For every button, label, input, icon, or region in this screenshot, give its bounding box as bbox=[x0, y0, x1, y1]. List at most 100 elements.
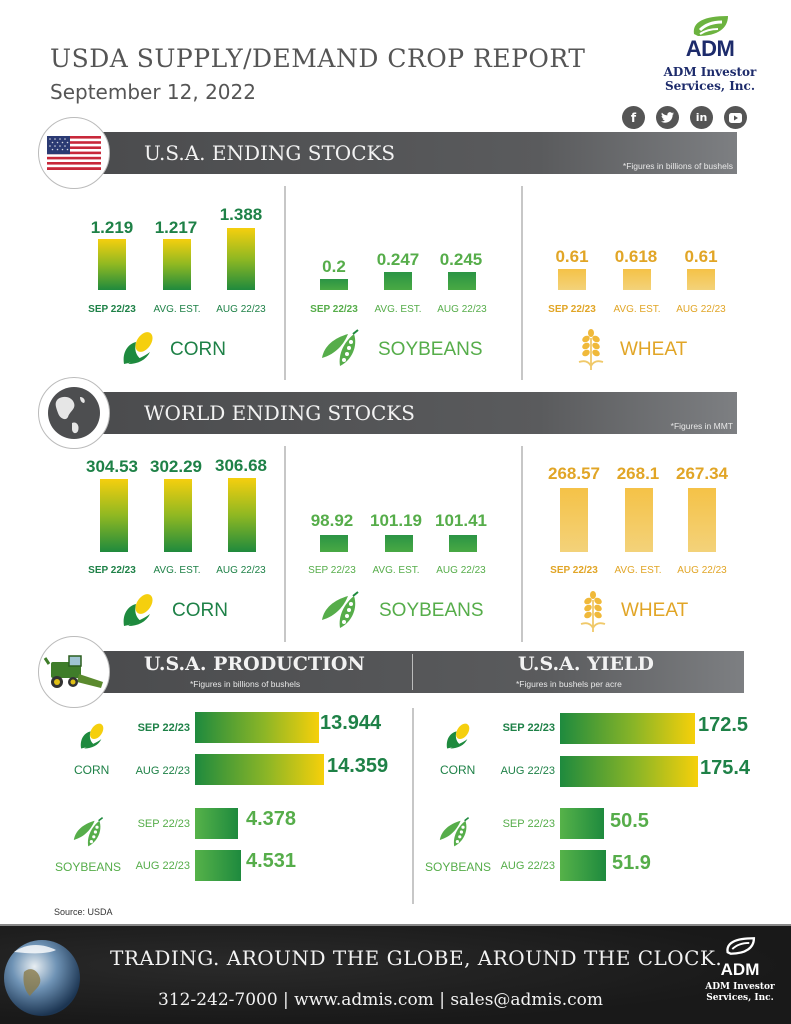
bar-value: 14.359 bbox=[327, 755, 389, 777]
bar-label: AVG. EST. bbox=[613, 304, 661, 315]
bar-aug bbox=[448, 272, 476, 290]
bar-value: 1.219 bbox=[90, 218, 134, 237]
globe-icon bbox=[48, 387, 100, 439]
column-divider bbox=[521, 446, 523, 642]
bar-label: SEP 22/23 bbox=[308, 565, 356, 576]
header-divider bbox=[412, 654, 413, 690]
footer-banner: TRADING. AROUND THE GLOBE, AROUND THE CL… bbox=[0, 924, 791, 1024]
bar-aug bbox=[687, 269, 715, 290]
bar-value: 0.61 bbox=[555, 247, 589, 266]
crop-label-wheat: WHEAT bbox=[620, 339, 688, 360]
bar-label: AUG 22/23 bbox=[216, 565, 266, 576]
corn-icon bbox=[80, 723, 104, 749]
footer-contact[interactable]: 312-242-7000 | www.admis.com | sales@adm… bbox=[158, 990, 603, 1010]
section-note: *Figures in billions of bushels bbox=[622, 161, 733, 171]
bar-value: 50.5 bbox=[610, 810, 649, 832]
facebook-icon[interactable]: f bbox=[622, 106, 645, 129]
bar-aug bbox=[228, 478, 256, 552]
usa-flag-badge bbox=[38, 117, 110, 189]
yield-note: *Figures in bushels per acre bbox=[516, 679, 622, 689]
adm-wordmark: ADM bbox=[720, 960, 760, 979]
combine-badge bbox=[38, 636, 110, 708]
yield-title: U.S.A. YIELD bbox=[518, 653, 654, 675]
crop-label-corn: CORN bbox=[440, 763, 476, 777]
bar-label: SEP 22/23 bbox=[137, 818, 190, 830]
production-yield-header: U.S.A. PRODUCTION *Figures in billions o… bbox=[80, 651, 744, 693]
bar-label: AUG 22/23 bbox=[135, 765, 190, 777]
bar-value: 1.388 bbox=[219, 205, 263, 224]
bar-value: 0.247 bbox=[376, 250, 420, 269]
bar-value: 172.5 bbox=[698, 714, 749, 736]
bar-label: AUG 22/23 bbox=[437, 304, 487, 315]
bar-label: SEP 22/23 bbox=[502, 722, 555, 734]
crop-label-soybeans: SOYBEANS bbox=[378, 339, 483, 360]
bar-sep bbox=[560, 488, 588, 552]
bar-value: 0.618 bbox=[614, 247, 658, 266]
corn-icon bbox=[123, 594, 153, 626]
bar-sep bbox=[558, 269, 586, 290]
brand-line2: Services, Inc. bbox=[664, 79, 756, 93]
bar-soy-aug bbox=[560, 850, 606, 881]
bar-value: 268.1 bbox=[616, 464, 660, 483]
bar-sep bbox=[320, 535, 348, 552]
corn-icon bbox=[123, 332, 153, 364]
footer-adm-logo[interactable]: ADM ADM Investor Services, Inc. bbox=[700, 936, 780, 1004]
bar-soy-sep bbox=[195, 808, 238, 839]
twitter-icon[interactable] bbox=[656, 106, 679, 129]
bar-label: AUG 22/23 bbox=[135, 860, 190, 872]
bar-label: SEP 22/23 bbox=[550, 565, 598, 576]
crop-label-wheat: WHEAT bbox=[621, 600, 689, 621]
bar-value: 101.19 bbox=[370, 511, 422, 530]
bar-sep bbox=[320, 279, 348, 290]
youtube-icon[interactable] bbox=[724, 106, 747, 129]
bar-avg bbox=[163, 239, 191, 290]
bar-corn-aug bbox=[195, 754, 324, 785]
bar-value: 101.41 bbox=[435, 511, 487, 530]
crop-label-corn: CORN bbox=[170, 339, 226, 360]
bar-avg bbox=[623, 269, 651, 290]
bar-label: AVG. EST. bbox=[614, 565, 662, 576]
usa-ending-stocks-header: U.S.A. ENDING STOCKS *Figures in billion… bbox=[80, 132, 737, 174]
combine-harvester-icon bbox=[43, 655, 103, 688]
bar-label: AVG. EST. bbox=[153, 304, 201, 315]
production-note: *Figures in billions of bushels bbox=[190, 679, 301, 689]
crop-label-soybeans: SOYBEANS bbox=[379, 600, 484, 621]
bar-value: 268.57 bbox=[548, 464, 600, 483]
adm-logo[interactable]: ADM ADM Investor Services, Inc. bbox=[655, 14, 765, 93]
bar-avg bbox=[625, 488, 653, 552]
corn-icon bbox=[446, 723, 470, 749]
globe-badge bbox=[38, 377, 110, 449]
section-title: WORLD ENDING STOCKS bbox=[144, 401, 415, 425]
bar-label: SEP 22/23 bbox=[88, 304, 136, 315]
bar-corn-aug bbox=[560, 756, 698, 787]
linkedin-icon[interactable]: in bbox=[690, 106, 713, 129]
bar-value: 0.61 bbox=[684, 247, 718, 266]
bar-label: AVG. EST. bbox=[372, 565, 420, 576]
bar-label: AUG 22/23 bbox=[677, 565, 727, 576]
column-divider bbox=[521, 186, 523, 380]
bar-label: SEP 22/23 bbox=[548, 304, 596, 315]
bar-avg bbox=[164, 479, 192, 552]
soybean-pod-icon bbox=[322, 329, 359, 366]
leaf-icon bbox=[726, 937, 756, 955]
bar-corn-sep bbox=[560, 713, 695, 744]
us-flag-icon bbox=[47, 136, 101, 170]
source-note: Source: USDA bbox=[54, 907, 113, 917]
bar-value: 0.2 bbox=[322, 257, 346, 276]
column-divider bbox=[412, 708, 414, 904]
bar-sep bbox=[100, 479, 128, 552]
report-title: USDA SUPPLY/DEMAND CROP REPORT bbox=[50, 44, 586, 73]
crop-label-corn: CORN bbox=[74, 763, 110, 777]
column-divider bbox=[284, 446, 286, 642]
production-title: U.S.A. PRODUCTION bbox=[144, 653, 365, 675]
wheat-icon bbox=[578, 329, 604, 370]
bar-soy-sep bbox=[560, 808, 604, 839]
report-date: September 12, 2022 bbox=[50, 80, 256, 104]
bar-value: 4.378 bbox=[246, 808, 297, 830]
bar-value: 51.9 bbox=[612, 852, 651, 874]
crop-label-soybeans: SOYBEANS bbox=[425, 860, 492, 874]
bar-value: 304.53 bbox=[86, 457, 138, 476]
bar-aug bbox=[688, 488, 716, 552]
bar-value: 13.944 bbox=[320, 712, 382, 734]
bar-value: 306.68 bbox=[215, 456, 267, 475]
